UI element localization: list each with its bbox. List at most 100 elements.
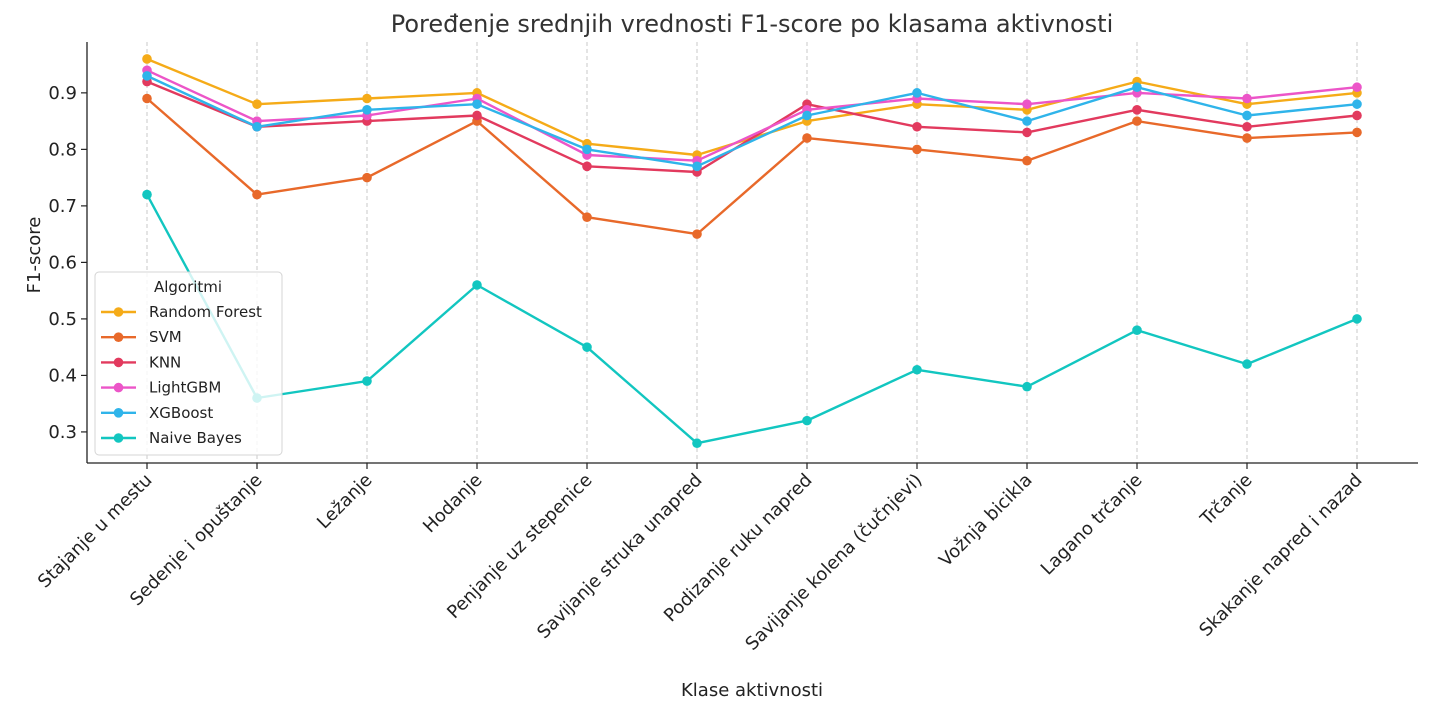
series-svm bbox=[142, 93, 1362, 239]
data-point bbox=[802, 415, 812, 426]
legend-label: KNN bbox=[149, 353, 181, 371]
legend-label: LightGBM bbox=[149, 379, 221, 397]
y-tick-label: 0.7 bbox=[48, 196, 77, 217]
series-line bbox=[146, 80, 1358, 174]
legend-label: SVM bbox=[149, 328, 182, 346]
data-point bbox=[912, 88, 922, 98]
series-group bbox=[142, 54, 1362, 449]
legend-item: SVM bbox=[101, 328, 182, 346]
data-point bbox=[692, 438, 702, 449]
data-point bbox=[362, 105, 372, 115]
chart-title: Poređenje srednjih vrednosti F1-score po… bbox=[391, 10, 1114, 38]
data-point bbox=[1132, 105, 1142, 115]
legend-label: XGBoost bbox=[149, 404, 213, 422]
data-point bbox=[1242, 121, 1252, 132]
legend-marker bbox=[113, 382, 124, 393]
legend-item: Naive Bayes bbox=[101, 429, 242, 447]
data-point bbox=[1352, 99, 1362, 109]
data-point bbox=[1022, 381, 1032, 392]
x-tick-label: Savijanje kolena (čučnjevi) bbox=[741, 470, 926, 655]
data-point bbox=[1022, 99, 1032, 109]
legend-title: Algoritmi bbox=[154, 278, 222, 296]
data-point bbox=[472, 280, 482, 290]
data-point bbox=[142, 93, 152, 104]
data-point bbox=[802, 110, 812, 121]
legend-item: XGBoost bbox=[101, 404, 213, 422]
data-point bbox=[1022, 116, 1032, 126]
x-tick-label: Stajanje u mestu bbox=[34, 470, 157, 593]
data-point bbox=[142, 71, 152, 81]
data-point bbox=[912, 364, 922, 375]
data-point bbox=[1352, 127, 1362, 138]
series-line bbox=[146, 74, 1358, 168]
data-point bbox=[362, 172, 372, 183]
y-tick-label: 0.8 bbox=[48, 139, 77, 160]
legend-box bbox=[94, 271, 283, 456]
data-point bbox=[582, 144, 592, 155]
legend-marker bbox=[113, 408, 124, 418]
data-point bbox=[1132, 116, 1142, 126]
data-point bbox=[472, 110, 482, 121]
data-point bbox=[1242, 359, 1252, 369]
x-tick-label: Trčanje bbox=[1196, 470, 1257, 531]
data-point bbox=[1132, 325, 1142, 336]
data-point bbox=[802, 133, 812, 143]
data-point bbox=[362, 93, 372, 104]
legend-label: Naive Bayes bbox=[149, 429, 242, 447]
data-point bbox=[692, 229, 702, 239]
data-point bbox=[472, 99, 482, 109]
data-point bbox=[252, 99, 262, 109]
data-point bbox=[1352, 314, 1362, 324]
data-point bbox=[692, 161, 702, 172]
data-point bbox=[1352, 110, 1362, 121]
data-point bbox=[1022, 127, 1032, 138]
data-point bbox=[362, 376, 372, 386]
series-naive-bayes bbox=[142, 189, 1362, 449]
y-axis-label: F1-score bbox=[24, 217, 45, 294]
data-point bbox=[1132, 82, 1142, 93]
data-point bbox=[252, 121, 262, 132]
x-axis-label: Klase aktivnosti bbox=[681, 680, 823, 701]
grid-lines bbox=[146, 42, 1358, 463]
legend-item: LightGBM bbox=[101, 379, 221, 397]
data-point bbox=[142, 54, 152, 64]
legend: Algoritmi Random Forest SVM KNN LightGBM XGB… bbox=[94, 271, 283, 456]
series-line bbox=[146, 69, 1358, 162]
series-line bbox=[146, 97, 1358, 236]
data-point bbox=[1242, 93, 1252, 104]
data-point bbox=[252, 189, 262, 200]
y-tick-label: 0.3 bbox=[48, 422, 77, 443]
legend-item: Random Forest bbox=[101, 303, 262, 321]
series-line bbox=[145, 194, 1358, 445]
legend-marker bbox=[113, 332, 124, 343]
legend-items: Random Forest SVM KNN LightGBM XGBoost Naive … bbox=[101, 303, 262, 447]
data-point bbox=[142, 189, 152, 200]
x-tick-label: Ležanje bbox=[313, 470, 376, 533]
x-tick-label: Vožnja bicikla bbox=[935, 470, 1036, 571]
series-random-forest bbox=[142, 54, 1362, 160]
y-tick-label: 0.5 bbox=[48, 309, 77, 330]
x-tick-label: Hodanje bbox=[419, 470, 487, 538]
legend-label: Random Forest bbox=[149, 303, 262, 321]
data-point bbox=[912, 121, 922, 132]
y-tick-label: 0.6 bbox=[48, 252, 77, 273]
data-point bbox=[912, 144, 922, 155]
y-ticks: 0.3 0.4 0.5 0.6 0.7 0.8 0.9 bbox=[48, 83, 87, 443]
x-tick-label: Lagano trčanje bbox=[1037, 470, 1147, 580]
legend-marker bbox=[113, 433, 124, 443]
data-point bbox=[582, 212, 592, 222]
legend-item: KNN bbox=[101, 353, 181, 371]
data-point bbox=[1242, 110, 1252, 121]
axes bbox=[86, 42, 1418, 464]
legend-marker bbox=[113, 357, 124, 368]
data-point bbox=[1242, 133, 1252, 143]
data-point bbox=[582, 161, 592, 172]
legend-marker bbox=[113, 307, 124, 317]
data-point bbox=[582, 342, 592, 352]
y-tick-label: 0.4 bbox=[48, 365, 77, 386]
series-xgboost bbox=[142, 71, 1362, 172]
data-point bbox=[1022, 155, 1032, 166]
